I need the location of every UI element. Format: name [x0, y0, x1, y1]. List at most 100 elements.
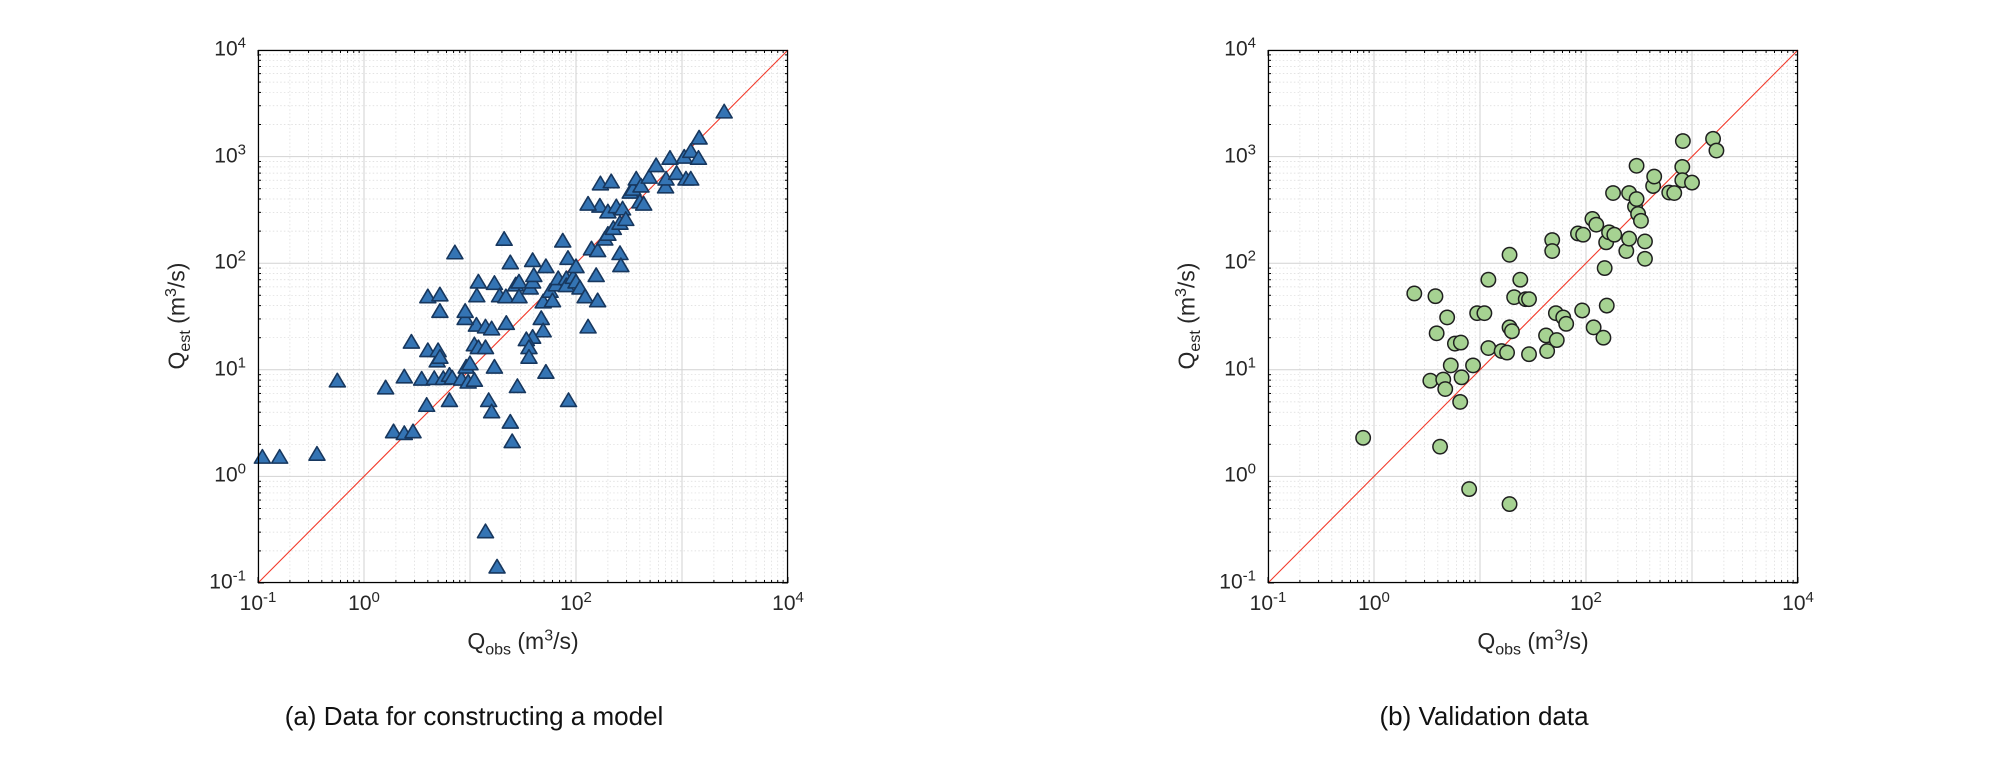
data-point — [1480, 340, 1497, 356]
data-point — [523, 252, 542, 268]
data-point — [537, 258, 555, 274]
y-tick-label: 103 — [214, 141, 246, 168]
identity-line — [257, 49, 789, 584]
data-point — [1548, 332, 1565, 349]
data-point — [308, 445, 326, 461]
data-point — [328, 372, 347, 388]
data-point — [479, 392, 498, 408]
data-point — [485, 358, 504, 374]
data-point — [1637, 250, 1653, 267]
y-tick-label: 10-1 — [209, 567, 246, 594]
y-tick-label: 101 — [214, 354, 246, 381]
data-point — [1480, 271, 1497, 288]
data-point — [461, 355, 479, 371]
data-point — [1501, 246, 1518, 263]
y-tick-label: 104 — [1224, 34, 1256, 61]
data-point — [404, 423, 422, 439]
data-point — [402, 333, 421, 349]
data-point — [1437, 381, 1454, 397]
grid-minor — [1268, 50, 1798, 583]
data-point — [634, 195, 653, 211]
data-point — [612, 257, 630, 273]
data-point — [1575, 226, 1592, 243]
x-tick-label: 104 — [1782, 589, 1814, 615]
x-tick-label: 104 — [772, 589, 804, 615]
data-point — [510, 288, 528, 304]
data-point — [576, 288, 594, 304]
plot-area-a: 10-1 100 101 102 103 104 10-1 100 102 104 — [209, 35, 804, 614]
data-point — [431, 348, 449, 364]
data-point — [1503, 323, 1520, 340]
data-point — [376, 379, 395, 395]
data-point — [1708, 142, 1725, 159]
data-point — [611, 245, 629, 261]
data-point — [1521, 346, 1537, 363]
data-point — [1628, 191, 1645, 207]
data-point — [1453, 369, 1470, 386]
plot-area-b: 10-1 100 101 102 103 104 10-1 100 102 104 — [1219, 35, 1814, 614]
axes-box — [1267, 49, 1799, 584]
data-point — [588, 242, 607, 258]
data-point — [543, 292, 562, 308]
data-point — [419, 288, 437, 304]
data-point — [1521, 291, 1537, 308]
scatter-canvas-a — [253, 49, 789, 584]
data-points — [1355, 130, 1725, 513]
data-point — [559, 392, 578, 408]
data-point — [1674, 158, 1691, 175]
x-tick-label: 10-1 — [239, 589, 277, 615]
data-point — [1598, 297, 1615, 314]
data-point — [1544, 243, 1561, 260]
data-point — [1588, 216, 1605, 233]
data-point — [1646, 168, 1663, 185]
data-point — [532, 310, 551, 326]
data-point — [1574, 302, 1591, 319]
data-point — [661, 149, 679, 166]
data-point — [440, 392, 459, 408]
grid-minor — [258, 50, 788, 583]
data-point — [579, 318, 597, 334]
data-point — [495, 230, 513, 247]
data-point — [431, 303, 449, 319]
data-point — [431, 286, 449, 302]
data-point — [1633, 212, 1649, 229]
data-point — [476, 523, 495, 539]
data-point — [501, 254, 520, 270]
data-point — [1621, 230, 1638, 247]
data-point — [1666, 185, 1683, 202]
x-tick-label: 100 — [1358, 589, 1390, 615]
data-point — [1476, 305, 1493, 322]
data-point — [497, 315, 516, 331]
data-point — [1596, 260, 1613, 277]
data-point — [1461, 481, 1478, 498]
data-point — [485, 275, 504, 291]
identity-line — [1267, 49, 1799, 584]
data-point — [476, 339, 495, 355]
data-point — [468, 287, 486, 303]
x-tick-label: 100 — [348, 589, 380, 615]
data-point — [617, 211, 635, 227]
data-point — [534, 322, 552, 338]
data-point — [1512, 271, 1529, 288]
data-point — [395, 368, 414, 384]
data-point — [1558, 315, 1575, 332]
data-point — [632, 177, 650, 193]
data-point — [1606, 226, 1623, 243]
data-point — [1406, 285, 1423, 302]
caption-a: (a) Data for constructing a model — [284, 701, 664, 731]
data-point — [1355, 429, 1372, 446]
data-point — [508, 378, 527, 394]
data-point — [588, 292, 607, 308]
data-point — [1539, 343, 1556, 359]
data-point — [553, 232, 572, 248]
data-point — [520, 348, 538, 364]
data-point — [1452, 334, 1469, 351]
data-point — [1684, 174, 1700, 191]
data-point — [384, 423, 403, 439]
data-point — [1452, 393, 1469, 410]
data-point — [1637, 233, 1653, 250]
data-point — [690, 129, 708, 145]
data-point — [1628, 157, 1645, 174]
data-point — [1674, 133, 1691, 149]
